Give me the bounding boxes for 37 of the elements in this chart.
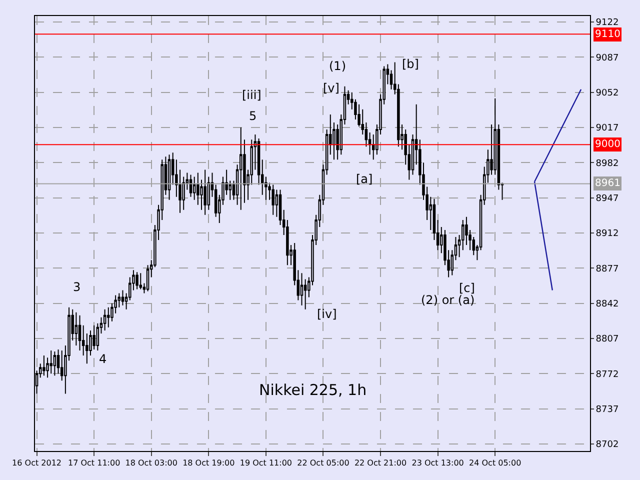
y-tick-label: 8737 — [596, 404, 619, 415]
annotation: [b] — [402, 57, 419, 71]
annotation: 3 — [73, 280, 81, 294]
ref-line-label: 8961 — [595, 178, 620, 189]
y-tick-label: 9017 — [596, 124, 619, 134]
annotation: [c] — [459, 281, 475, 295]
annotation: [iv] — [317, 307, 337, 321]
y-tick-label: 8702 — [596, 440, 619, 450]
annotation: [iii] — [242, 88, 262, 102]
text: Nikkei 225, 1h — [259, 381, 367, 399]
x-tick-label: 17 Oct 11:00 — [68, 458, 120, 468]
y-tick-label: 9052 — [596, 88, 619, 98]
y-tick-label: 8982 — [596, 158, 619, 169]
annotation: (1) — [329, 59, 346, 73]
ref-line-label: 9000 — [595, 139, 620, 150]
y-tick-label: 8877 — [596, 264, 619, 274]
x-tick-label: 22 Oct 21:00 — [354, 458, 407, 468]
ref-line-label: 9110 — [595, 29, 620, 40]
annotation: 4 — [99, 352, 107, 366]
y-tick-label: 8772 — [596, 370, 619, 380]
x-tick-label: 18 Oct 19:00 — [182, 458, 235, 468]
x-tick-label: 23 Oct 13:00 — [412, 458, 464, 468]
annotation: [v] — [323, 81, 340, 95]
x-tick-label: 19 Oct 11:00 — [240, 458, 292, 468]
annotation: [a] — [356, 172, 373, 186]
y-tick-label: 9087 — [596, 53, 619, 64]
y-tick-label: 9122 — [596, 18, 619, 28]
x-tick-label: 18 Oct 03:00 — [125, 458, 178, 468]
annotation: (2) or (a) — [421, 293, 475, 307]
y-tick-label: 8807 — [596, 334, 619, 345]
annotation: 5 — [249, 109, 257, 123]
y-tick-label: 8842 — [596, 299, 619, 310]
x-tick-label: 24 Oct 05:00 — [469, 458, 522, 468]
x-tick-label: 16 Oct 2012 — [12, 458, 62, 468]
y-tick-label: 8912 — [596, 229, 619, 240]
x-tick-label: 22 Oct 05:00 — [297, 458, 350, 468]
y-tick-label: 8947 — [596, 194, 619, 204]
